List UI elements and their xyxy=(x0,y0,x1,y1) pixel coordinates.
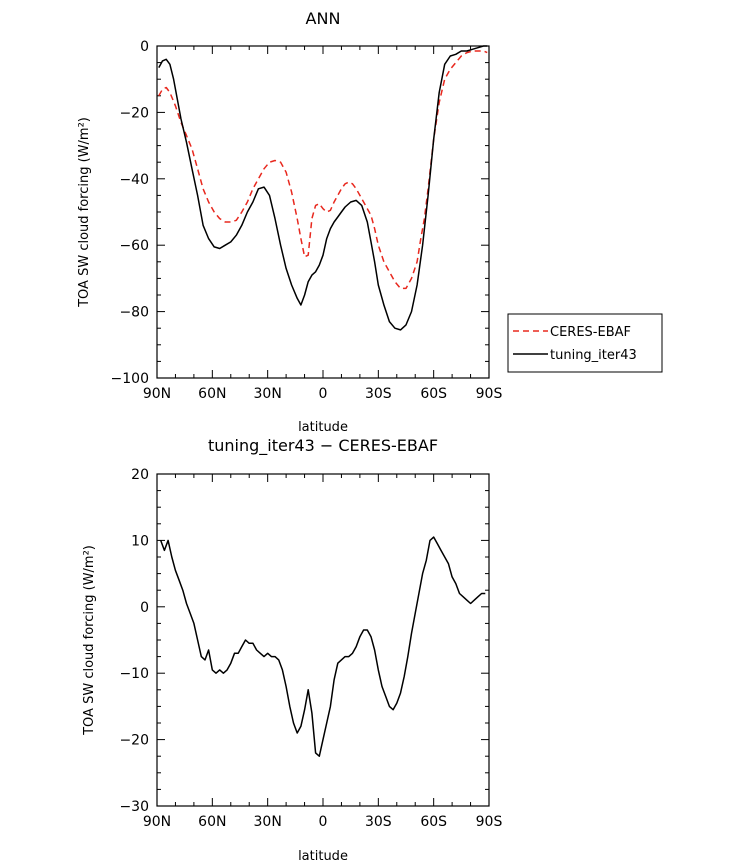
series-layer-difference xyxy=(159,536,486,757)
y-axis-label: TOA SW cloud forcing (W/m²) xyxy=(77,117,92,308)
legend: CERES-EBAF tuning_iter43 xyxy=(507,313,663,373)
x-tick-label: 60N xyxy=(198,386,226,402)
x-tick-label: 30N xyxy=(254,386,282,402)
y-tick-label: −60 xyxy=(119,238,149,254)
x-tick-label: 60S xyxy=(420,814,447,830)
chart-title: ANN xyxy=(306,9,341,28)
panel-difference: tuning_iter43 − CERES-EBAF TOA SW cloud … xyxy=(82,436,502,864)
y-tick-label: 20 xyxy=(131,467,149,483)
series-line-difference xyxy=(159,536,486,757)
series-line-tuning-iter43 xyxy=(158,45,488,331)
legend-box xyxy=(507,313,663,373)
y-tick-label: −30 xyxy=(119,799,149,815)
y-axis-label-difference: TOA SW cloud forcing (W/m²) xyxy=(82,545,97,736)
y-tick-label: −20 xyxy=(119,733,149,749)
y-axis-title: TOA SW cloud forcing (W/m²) xyxy=(77,117,92,308)
y-tick-label: −10 xyxy=(119,666,149,682)
y-tick-label: −100 xyxy=(111,371,149,387)
x-tick-label: 90S xyxy=(476,386,503,402)
x-axis-label-difference: latitude xyxy=(298,849,348,864)
legend-label-ceres: CERES-EBAF xyxy=(550,325,631,340)
tick-layer-difference: 90N 60N 30N 0 30S 60S 90S 20 10 0 −10 −20 −30 xyxy=(119,467,502,830)
x-tick-label: 60S xyxy=(420,386,447,402)
y-tick-label: 0 xyxy=(140,600,149,616)
y-tick-label: −20 xyxy=(119,105,149,121)
x-tick-label: 90N xyxy=(143,386,171,402)
plot-frame xyxy=(156,45,490,379)
x-tick-label: 60N xyxy=(198,814,226,830)
x-tick-label: 30N xyxy=(254,814,282,830)
legend-label-model: tuning_iter43 xyxy=(550,348,637,363)
x-tick-label: 30S xyxy=(365,814,392,830)
y-tick-label: 10 xyxy=(131,533,149,549)
x-tick-label: 90N xyxy=(143,814,171,830)
y-tick-label: −40 xyxy=(119,172,149,188)
tick-layer: 90N 60N 30N 0 30S 60S 90S 0 −20 −40 −60 −80 −100 xyxy=(111,39,503,402)
x-tick-label: 0 xyxy=(319,814,328,830)
panel-annual: ANN TOA SW cloud forcing (W/m²) latitude… xyxy=(77,9,502,435)
x-tick-label: 90S xyxy=(476,814,503,830)
chart-title-difference: tuning_iter43 − CERES-EBAF xyxy=(208,436,438,456)
x-tick-label: 30S xyxy=(365,386,392,402)
series-line-ceres-ebaf xyxy=(158,50,488,290)
y-tick-label: −80 xyxy=(119,305,149,321)
x-axis-label: latitude xyxy=(298,420,348,435)
y-tick-label: 0 xyxy=(140,39,149,55)
series-layer xyxy=(158,45,488,331)
plot-frame-difference xyxy=(156,473,490,807)
y-axis-title-difference: TOA SW cloud forcing (W/m²) xyxy=(82,545,97,736)
x-tick-label: 0 xyxy=(319,386,328,402)
